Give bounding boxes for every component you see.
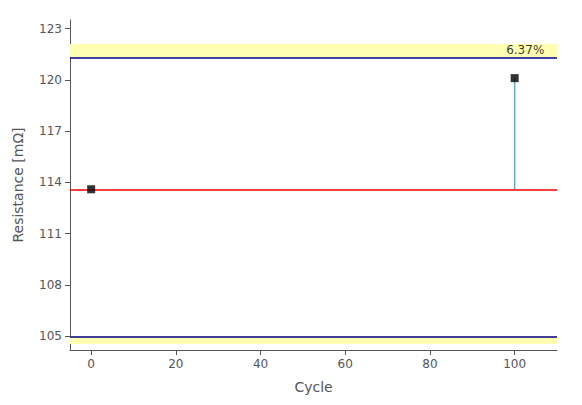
svg-text:123: 123	[39, 22, 62, 36]
svg-text:114: 114	[39, 175, 62, 189]
svg-text:117: 117	[39, 124, 62, 138]
svg-text:100: 100	[503, 357, 526, 371]
svg-text:120: 120	[39, 73, 62, 87]
svg-text:111: 111	[39, 227, 62, 241]
svg-text:0: 0	[87, 357, 95, 371]
svg-text:Resistance [mΩ]: Resistance [mΩ]	[10, 127, 26, 242]
svg-text:60: 60	[338, 357, 353, 371]
svg-text:108: 108	[39, 278, 62, 292]
svg-text:Cycle: Cycle	[294, 379, 332, 395]
svg-text:80: 80	[422, 357, 437, 371]
svg-text:40: 40	[253, 357, 268, 371]
svg-text:20: 20	[168, 357, 183, 371]
svg-text:6.37%: 6.37%	[506, 43, 544, 57]
svg-text:105: 105	[39, 329, 62, 343]
